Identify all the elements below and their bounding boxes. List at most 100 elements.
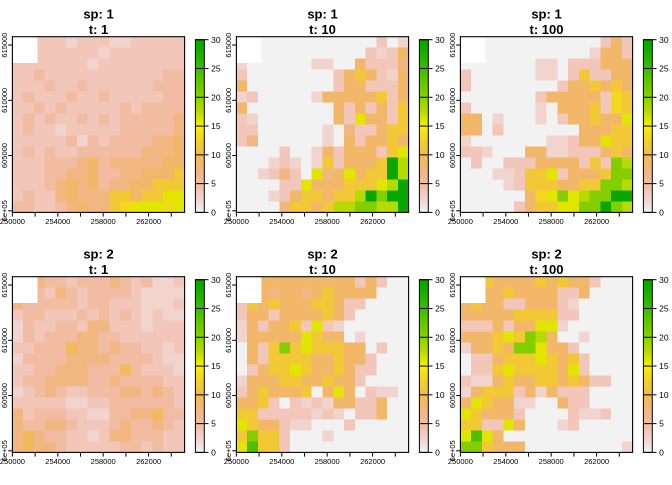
svg-text:sp: 1: sp: 1 [307,7,337,22]
svg-text:258000: 258000 [539,457,564,466]
svg-text:30: 30 [211,35,221,45]
svg-text:t: 100: t: 100 [530,22,564,37]
svg-text:250000: 250000 [0,457,25,466]
svg-text:sp: 1: sp: 1 [531,7,561,22]
svg-text:615000: 615000 [448,33,457,58]
svg-text:0: 0 [659,208,664,218]
svg-text:sp: 2: sp: 2 [83,247,113,262]
svg-text:t: 10: t: 10 [309,22,336,37]
svg-text:30: 30 [211,275,221,285]
svg-text:262000: 262000 [360,457,385,466]
svg-text:6e+05: 6e+05 [448,440,457,461]
svg-text:25: 25 [659,304,669,314]
svg-text:610000: 610000 [224,328,233,353]
svg-text:25: 25 [435,304,445,314]
svg-text:15: 15 [659,121,669,131]
svg-text:20: 20 [659,92,669,102]
svg-text:sp: 1: sp: 1 [83,7,113,22]
svg-text:t: 1: t: 1 [89,22,109,37]
svg-text:258000: 258000 [91,217,116,226]
svg-text:10: 10 [435,390,445,400]
svg-text:605000: 605000 [224,143,233,168]
svg-text:t: 10: t: 10 [309,262,336,277]
svg-text:15: 15 [211,121,221,131]
svg-text:0: 0 [211,448,216,458]
svg-text:30: 30 [659,275,669,285]
svg-text:0: 0 [659,448,664,458]
svg-text:6e+05: 6e+05 [224,440,233,461]
svg-text:t: 100: t: 100 [530,262,564,277]
svg-text:25: 25 [435,64,445,74]
svg-text:254000: 254000 [269,457,294,466]
svg-text:262000: 262000 [136,217,161,226]
svg-text:262000: 262000 [584,457,609,466]
svg-text:30: 30 [435,275,445,285]
svg-text:262000: 262000 [360,217,385,226]
svg-text:254000: 254000 [493,457,518,466]
svg-text:605000: 605000 [0,143,9,168]
svg-text:6e+05: 6e+05 [448,200,457,221]
svg-text:605000: 605000 [448,383,457,408]
svg-text:5: 5 [659,179,664,189]
svg-text:258000: 258000 [539,217,564,226]
svg-text:0: 0 [211,208,216,218]
svg-text:605000: 605000 [0,383,9,408]
svg-text:25: 25 [211,64,221,74]
svg-text:t: 1: t: 1 [89,262,109,277]
svg-text:610000: 610000 [448,328,457,353]
svg-text:20: 20 [211,332,221,342]
svg-text:615000: 615000 [224,273,233,298]
svg-text:254000: 254000 [493,217,518,226]
svg-text:250000: 250000 [448,457,473,466]
svg-text:20: 20 [211,92,221,102]
svg-text:258000: 258000 [315,457,340,466]
svg-text:0: 0 [435,208,440,218]
svg-text:262000: 262000 [584,217,609,226]
svg-text:5: 5 [211,179,216,189]
svg-text:610000: 610000 [0,88,9,113]
svg-text:254000: 254000 [45,217,70,226]
svg-text:sp: 2: sp: 2 [531,247,561,262]
svg-text:10: 10 [659,150,669,160]
svg-text:10: 10 [659,390,669,400]
svg-text:5: 5 [435,179,440,189]
svg-text:15: 15 [211,361,221,371]
svg-text:610000: 610000 [224,88,233,113]
svg-text:250000: 250000 [0,217,25,226]
svg-text:615000: 615000 [448,273,457,298]
svg-text:615000: 615000 [0,33,9,58]
svg-text:20: 20 [659,332,669,342]
svg-text:10: 10 [211,150,221,160]
svg-text:sp: 2: sp: 2 [307,247,337,262]
svg-text:258000: 258000 [91,457,116,466]
svg-text:262000: 262000 [136,457,161,466]
svg-text:258000: 258000 [315,217,340,226]
svg-text:30: 30 [659,35,669,45]
svg-text:615000: 615000 [0,273,9,298]
svg-text:605000: 605000 [448,143,457,168]
svg-text:6e+05: 6e+05 [0,200,9,221]
svg-text:15: 15 [659,361,669,371]
svg-text:20: 20 [435,92,445,102]
svg-text:610000: 610000 [448,88,457,113]
svg-text:254000: 254000 [45,457,70,466]
svg-text:250000: 250000 [224,217,249,226]
svg-text:250000: 250000 [224,457,249,466]
svg-text:5: 5 [659,419,664,429]
svg-text:10: 10 [211,390,221,400]
svg-text:5: 5 [211,419,216,429]
svg-text:6e+05: 6e+05 [0,440,9,461]
svg-text:15: 15 [435,361,445,371]
svg-text:5: 5 [435,419,440,429]
svg-text:254000: 254000 [269,217,294,226]
svg-text:605000: 605000 [224,383,233,408]
svg-text:30: 30 [435,35,445,45]
svg-text:15: 15 [435,121,445,131]
svg-text:0: 0 [435,448,440,458]
svg-text:25: 25 [211,304,221,314]
svg-text:20: 20 [435,332,445,342]
svg-text:25: 25 [659,64,669,74]
svg-text:615000: 615000 [224,33,233,58]
svg-text:250000: 250000 [448,217,473,226]
svg-text:610000: 610000 [0,328,9,353]
